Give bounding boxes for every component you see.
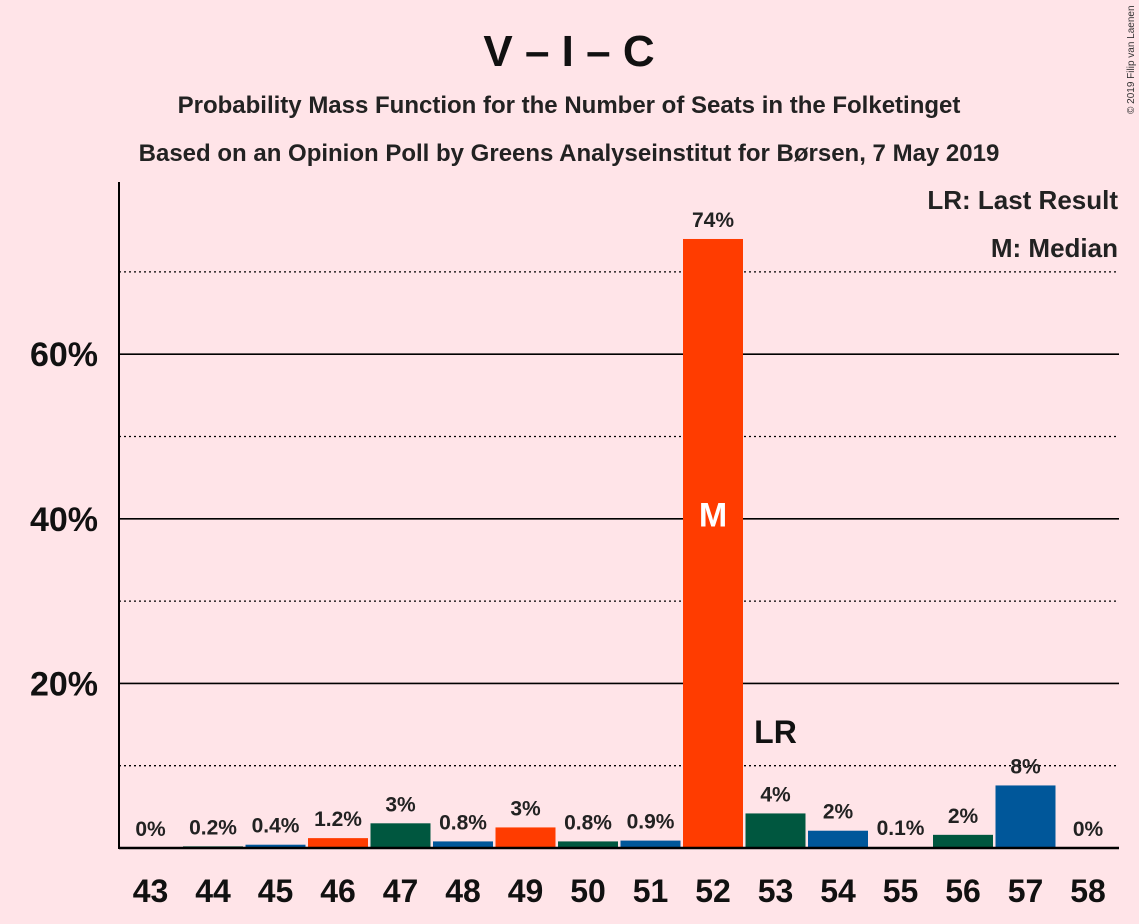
x-tick-label: 52 [695, 873, 731, 909]
bar-value-label: 0.8% [564, 811, 612, 834]
x-tick-label: 57 [1008, 873, 1044, 909]
bar-value-label: 2% [823, 801, 854, 824]
x-tick-label: 54 [820, 873, 856, 909]
x-tick-label: 50 [570, 873, 606, 909]
bar-value-label: 0.2% [189, 816, 237, 839]
bar [370, 823, 431, 848]
x-tick-label: 47 [383, 873, 419, 909]
bar-value-label: 4% [760, 783, 791, 806]
x-tick-label: 49 [508, 873, 544, 909]
chart-subtitle-line2: Based on an Opinion Poll by Greens Analy… [139, 140, 1000, 167]
x-tick-label: 55 [883, 873, 919, 909]
bar [558, 841, 618, 848]
bar-value-label: 2% [948, 805, 979, 828]
bar-value-label: 0% [1073, 818, 1104, 841]
bar-value-label: 74% [692, 209, 734, 232]
x-tick-label: 45 [258, 873, 294, 909]
y-tick-label: 60% [30, 336, 98, 374]
chart-subtitle-line1: Probability Mass Function for the Number… [178, 92, 961, 119]
x-tick-label: 46 [320, 873, 356, 909]
x-tick-label: 56 [945, 873, 981, 909]
bar [433, 841, 493, 848]
y-tick-label: 20% [30, 665, 98, 703]
bar-value-label: 0.9% [627, 811, 675, 834]
bar [683, 238, 743, 849]
bar [620, 840, 681, 848]
chart-title: V – I – C [483, 27, 654, 76]
bar-value-label: 0% [135, 818, 166, 841]
bar-value-label: 3% [510, 797, 541, 820]
bar-value-label: 8% [1010, 755, 1041, 778]
copyright-notice: © 2019 Filip van Laenen [1126, 5, 1137, 114]
x-tick-label: 51 [633, 873, 669, 909]
x-tick-label: 43 [133, 873, 169, 909]
y-tick-label: 40% [30, 501, 98, 539]
bar [245, 844, 306, 848]
bar [995, 785, 1056, 848]
bar [745, 813, 806, 848]
bar [308, 838, 368, 848]
x-tick-label: 48 [445, 873, 481, 909]
bar [495, 827, 556, 848]
bar [933, 834, 993, 848]
bar-value-label: 3% [385, 793, 416, 816]
x-tick-label: 53 [758, 873, 794, 909]
legend-last-result: LR: Last Result [927, 185, 1118, 215]
x-tick-label: 44 [195, 873, 231, 909]
bar-value-label: 1.2% [314, 808, 362, 831]
median-marker: M [699, 496, 727, 534]
bar-value-label: 0.1% [877, 817, 925, 840]
legend-median: M: Median [991, 233, 1118, 263]
x-tick-label: 58 [1070, 873, 1106, 909]
bar-value-label: 0.4% [252, 815, 300, 838]
bar [808, 830, 868, 848]
bar-value-label: 0.8% [439, 811, 487, 834]
last-result-marker: LR [754, 714, 797, 750]
plot-area: 20% 40% 60% 0% 43 0.2% 44 0.4% 45 1.2% 46 3% 47 0.8% 4… [30, 182, 1119, 909]
